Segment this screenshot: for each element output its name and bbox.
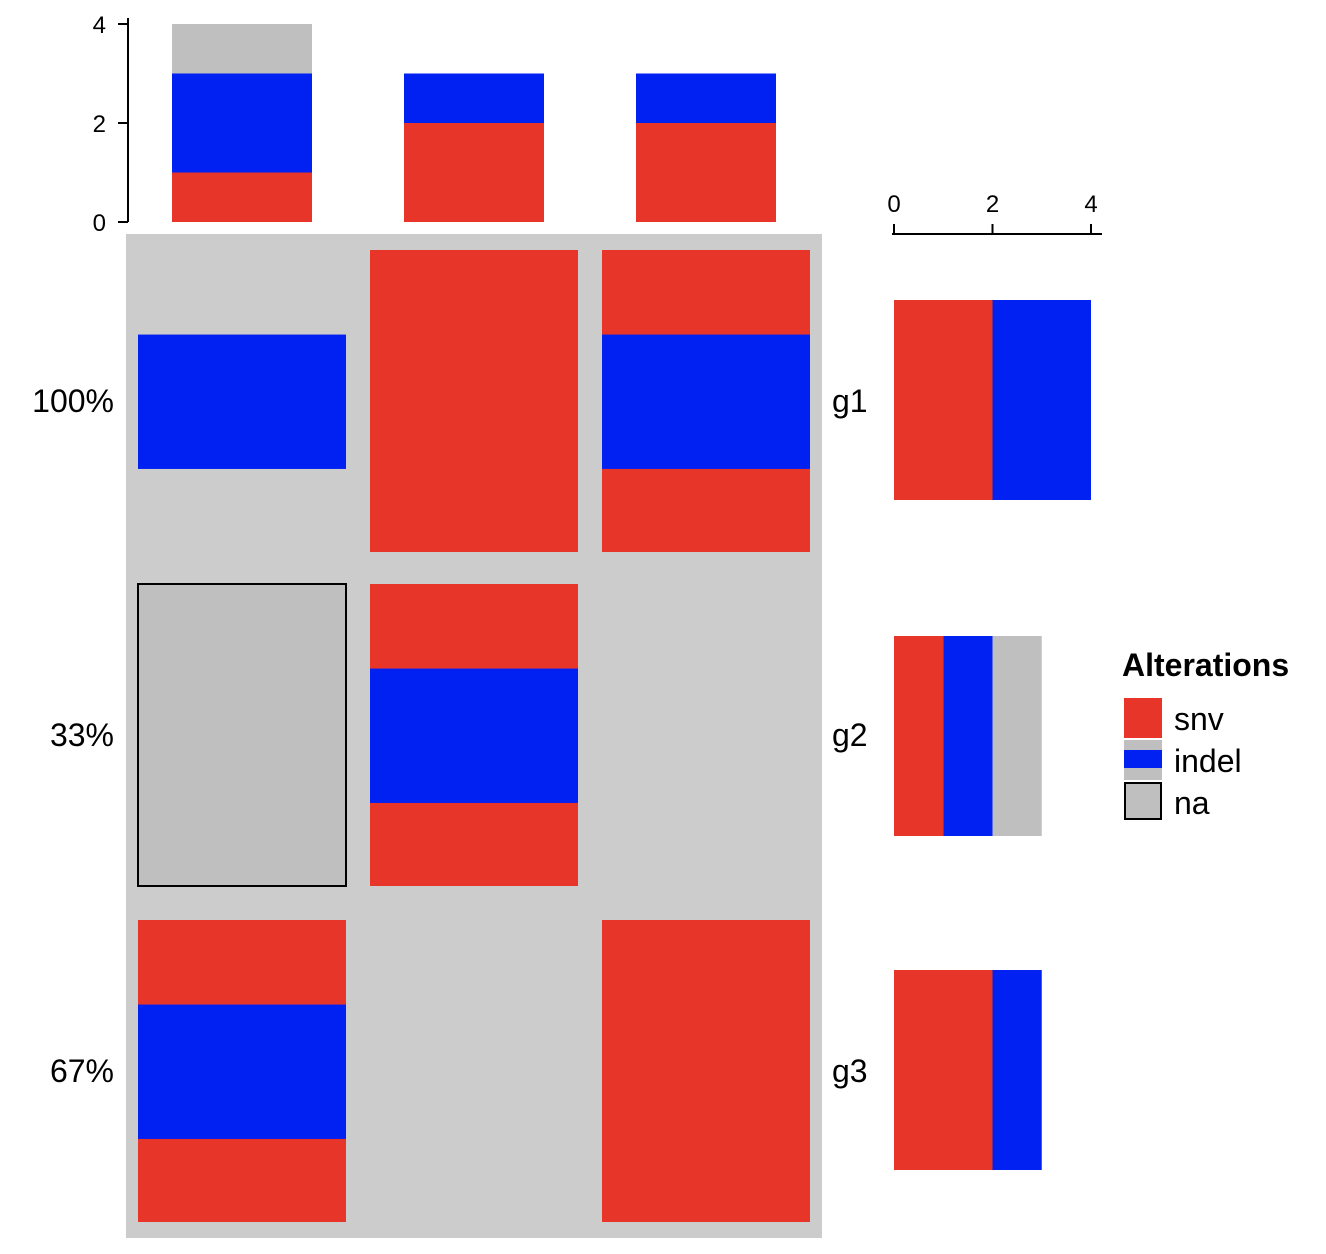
top-bar-s2-snv <box>404 123 544 222</box>
legend-label-indel: indel <box>1174 743 1242 779</box>
top-bar-s2-indel <box>404 73 544 123</box>
cell-g2-s2-indel <box>370 668 578 803</box>
cell-g3-s1-indel <box>138 1004 346 1139</box>
legend-title: Alterations <box>1122 647 1289 683</box>
cell-g1-s2-snv <box>370 250 578 552</box>
top-bar-s3-snv <box>636 123 776 222</box>
legend-label-na: na <box>1174 785 1210 821</box>
right-axis-tick-label-2: 2 <box>986 191 999 218</box>
top-axis-tick-label-0: 0 <box>93 210 106 237</box>
right-bar-g3-snv <box>894 970 993 1170</box>
legend-label-snv: snv <box>1174 701 1224 737</box>
top-axis-tick-label-2: 2 <box>93 111 106 138</box>
right-axis-tick-label-0: 0 <box>887 191 900 218</box>
row-percent-label-g3: 67% <box>50 1053 114 1089</box>
top-bar-s1-indel <box>172 73 312 173</box>
right-annotation-barplot: 0 2 4 <box>887 191 1102 1170</box>
right-bar-g1-snv <box>894 300 993 500</box>
top-axis-tick-label-4: 4 <box>93 12 106 39</box>
right-bar-g3-indel <box>992 970 1042 1170</box>
row-percent-label-g1: 100% <box>32 383 114 419</box>
right-bar-g2-indel <box>943 636 993 836</box>
right-bar-g1-indel <box>992 300 1091 500</box>
top-annotation-barplot: 0 2 4 <box>93 12 776 237</box>
right-bar-g2-snv <box>894 636 944 836</box>
gene-label-g3: g3 <box>832 1053 868 1089</box>
cell-g1-s1-indel <box>138 334 346 469</box>
top-bar-s1-na <box>172 24 312 74</box>
cell-g3-s3-snv <box>602 920 810 1222</box>
legend-key-na <box>1124 782 1162 820</box>
top-bar-s3-indel <box>636 73 776 123</box>
right-axis-tick-label-4: 4 <box>1084 191 1097 218</box>
legend: Alterations snv indel na <box>1122 647 1289 821</box>
cell-g1-s3-indel <box>602 334 810 469</box>
gene-labels: g1 g2 g3 <box>832 383 868 1089</box>
gene-label-g2: g2 <box>832 717 868 753</box>
right-bar-g2-na <box>992 636 1042 836</box>
row-percent-labels: 100% 33% 67% <box>32 383 114 1089</box>
cell-g2-s1-na <box>137 583 347 887</box>
heatmap-cells <box>137 250 810 1222</box>
legend-key-snv <box>1124 698 1162 738</box>
gene-label-g1: g1 <box>832 383 868 419</box>
row-percent-label-g2: 33% <box>50 717 114 753</box>
top-bar-s1-snv <box>172 172 312 222</box>
legend-key-indel <box>1124 750 1162 768</box>
